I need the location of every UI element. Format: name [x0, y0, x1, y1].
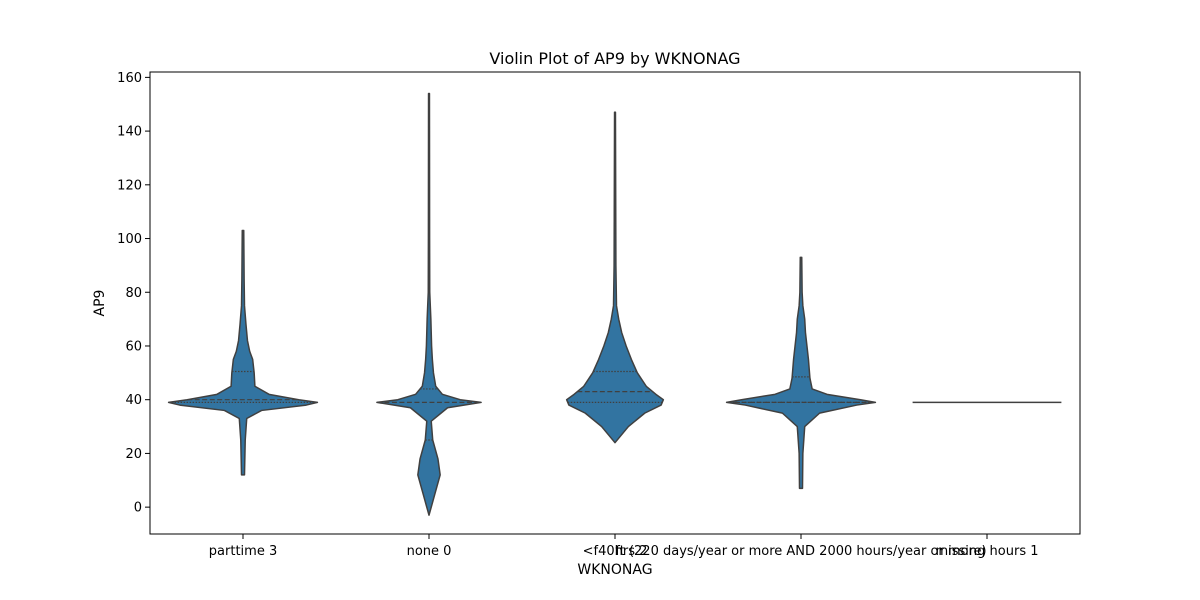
y-axis: 0 20 40 60 80 100 120 140 160: [117, 71, 150, 516]
x-tick-label: <f40hrs 2: [583, 544, 648, 559]
violin-body: [167, 229, 319, 476]
violin-body: [376, 92, 482, 516]
violin-body: [565, 111, 665, 444]
violin-group: [565, 111, 665, 444]
y-tick-label: 160: [117, 71, 142, 86]
x-tick-label: parttime 3: [209, 544, 277, 559]
violin-group: [376, 92, 482, 516]
y-tick-label: 80: [125, 286, 142, 301]
y-tick-label: 100: [117, 232, 142, 247]
x-tick-label: ft (220 days/year or more AND 2000 hours…: [615, 544, 986, 559]
y-axis-label: AP9: [92, 290, 108, 317]
violin-body: [725, 256, 877, 490]
x-axis: parttime 3 none 0 <f40hrs 2ft (220 days/ye…: [209, 534, 1039, 559]
x-axis-label: WKNONAG: [577, 562, 652, 578]
plot-area: [167, 92, 1062, 516]
y-tick-label: 20: [125, 447, 142, 462]
y-tick-label: 140: [117, 125, 142, 140]
violin-group: [167, 229, 319, 476]
y-tick-label: 60: [125, 339, 142, 354]
x-tick-label: missing hours 1: [935, 544, 1038, 559]
chart-title: Violin Plot of AP9 by WKNONAG: [489, 49, 740, 68]
x-tick-label: none 0: [407, 544, 452, 559]
y-tick-label: 120: [117, 178, 142, 193]
y-tick-label: 40: [125, 393, 142, 408]
violin-group: [725, 256, 877, 490]
y-tick-label: 0: [134, 501, 142, 516]
